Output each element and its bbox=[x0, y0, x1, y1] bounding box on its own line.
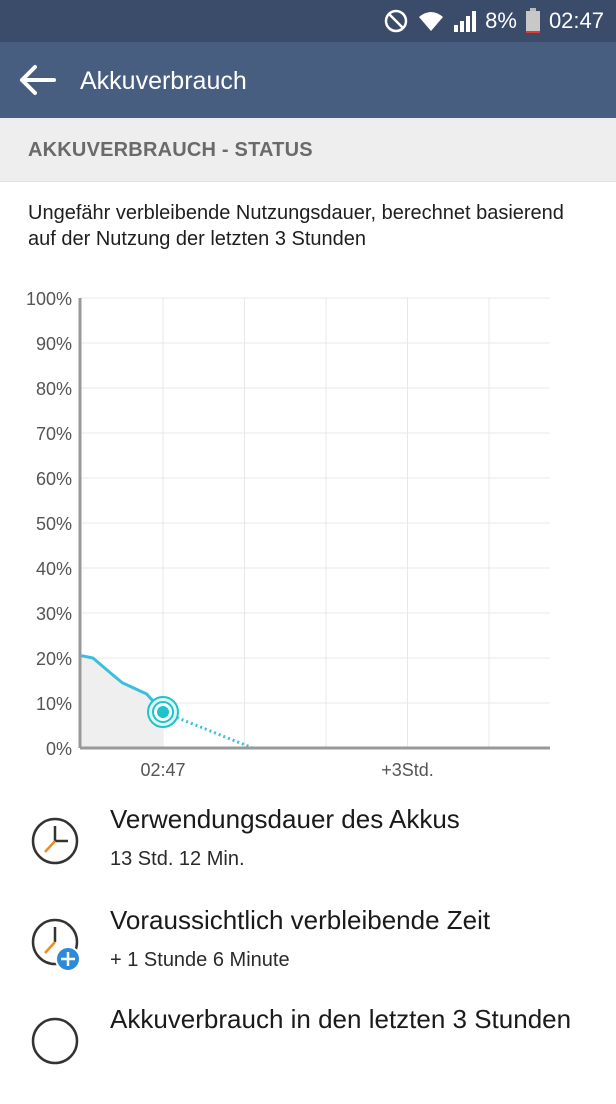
y-tick-label: 70% bbox=[36, 424, 72, 444]
status-icons: 8% 02:47 bbox=[383, 0, 604, 42]
page-title: Akkuverbrauch bbox=[80, 67, 247, 95]
back-button[interactable] bbox=[18, 62, 58, 98]
y-tick-label: 100% bbox=[26, 289, 72, 309]
section-header-label: AKKUVERBRAUCH - STATUS bbox=[28, 139, 313, 161]
y-tick-label: 80% bbox=[36, 379, 72, 399]
item-title: Verwendungsdauer des Akkus bbox=[110, 804, 460, 834]
y-tick-label: 0% bbox=[46, 739, 72, 759]
item-value: + 1 Stunde 6 Minute bbox=[110, 949, 290, 971]
clock-icon bbox=[31, 1017, 79, 1065]
arrow-back-icon bbox=[20, 65, 56, 95]
y-tick-label: 60% bbox=[36, 469, 72, 489]
y-tick-label: 90% bbox=[36, 334, 72, 354]
history-area bbox=[81, 655, 163, 748]
battery-icon bbox=[525, 8, 540, 33]
clock-icon bbox=[31, 817, 79, 865]
battery-percent: 8% bbox=[485, 8, 517, 33]
item-title: Akkuverbrauch in den letzten 3 Stunden bbox=[110, 1004, 572, 1034]
projection-line bbox=[162, 710, 254, 750]
x-tick-label: +3Std. bbox=[381, 760, 434, 780]
wifi-icon bbox=[419, 12, 444, 31]
battery-chart: 100% 90% 80% 70% 60% 50% 40% 30% 20% 10% 0% 02:47 +3… bbox=[26, 289, 550, 780]
list-item-last-3-hours[interactable]: Akkuverbrauch in den letzten 3 Stunden bbox=[0, 1004, 616, 1104]
y-tick-label: 30% bbox=[36, 604, 72, 624]
app-bar: Akkuverbrauch bbox=[0, 42, 616, 118]
do-not-disturb-icon bbox=[384, 9, 408, 33]
usage-description: Ungefähr verbleibende Nutzungsdauer, ber… bbox=[28, 202, 564, 250]
section-header: AKKUVERBRAUCH - STATUS bbox=[0, 118, 616, 182]
x-tick-label: 02:47 bbox=[140, 760, 185, 780]
current-point bbox=[157, 706, 169, 718]
list-item-remaining-time[interactable]: Voraussichtlich verbleibende Zeit + 1 St… bbox=[0, 905, 616, 1005]
item-value: 13 Std. 12 Min. bbox=[110, 848, 245, 870]
y-tick-label: 10% bbox=[36, 694, 72, 714]
status-bar: 8% 02:47 bbox=[0, 0, 616, 42]
signal-icon bbox=[454, 11, 477, 32]
y-tick-label: 40% bbox=[36, 559, 72, 579]
list-item-usage-duration[interactable]: Verwendungsdauer des Akkus 13 Std. 12 Mi… bbox=[0, 804, 616, 904]
clock-plus-icon bbox=[31, 918, 81, 972]
status-time: 02:47 bbox=[548, 8, 604, 33]
y-tick-label: 20% bbox=[36, 649, 72, 669]
item-title: Voraussichtlich verbleibende Zeit bbox=[110, 905, 491, 935]
history-line bbox=[81, 654, 165, 714]
y-tick-label: 50% bbox=[36, 514, 72, 534]
